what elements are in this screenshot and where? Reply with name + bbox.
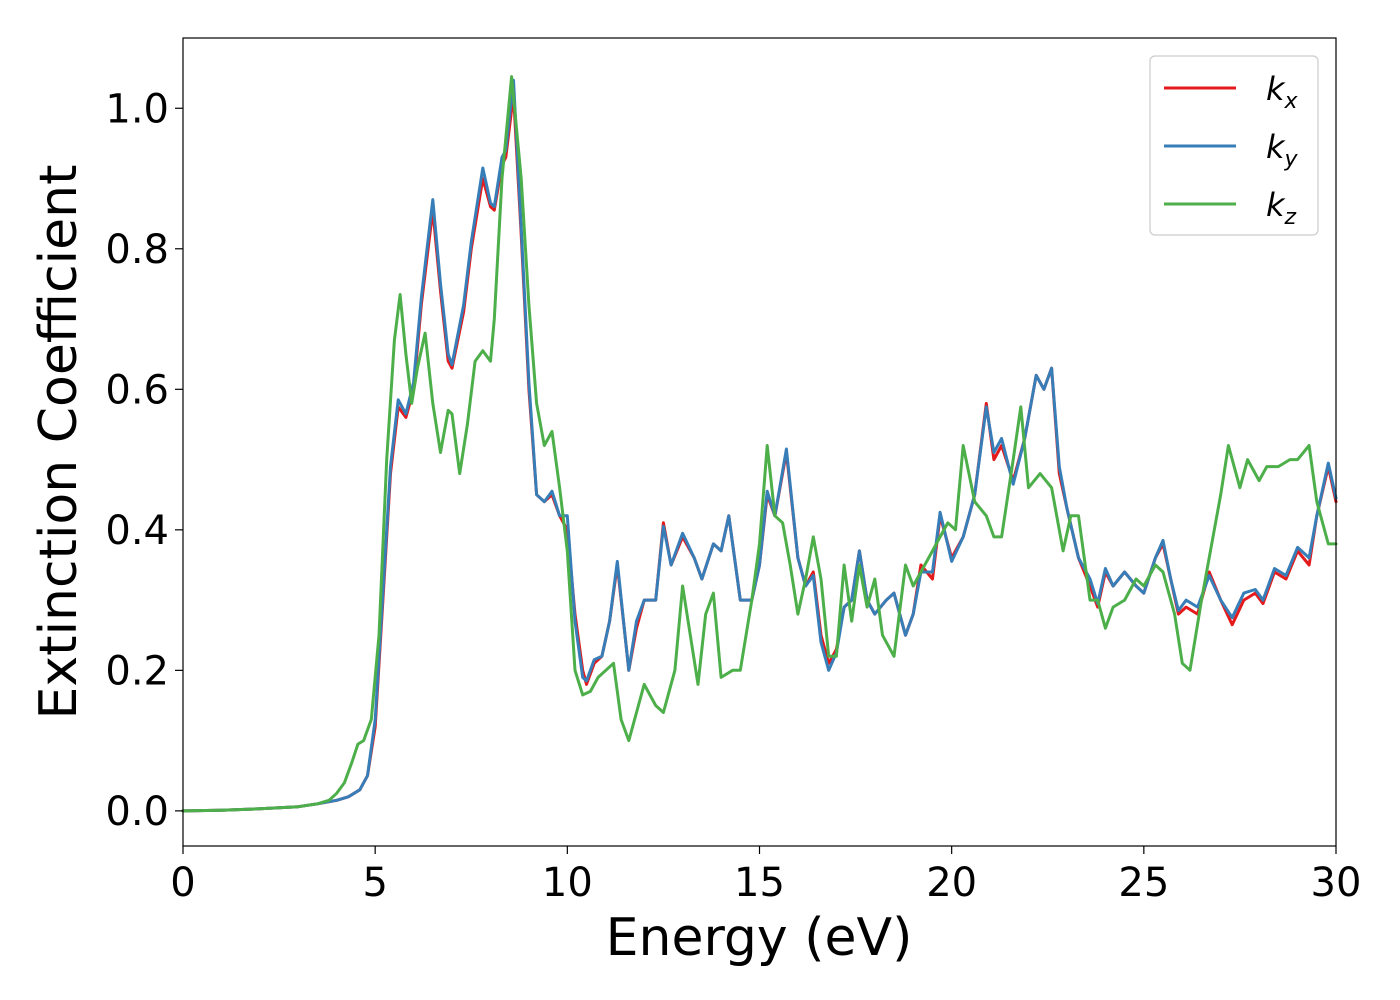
series-line-z: [181, 75, 1338, 813]
x-axis-title: Energy (eV): [606, 908, 913, 968]
y-tick-label: 0.2: [105, 648, 169, 694]
y-axis: 0.0 0.2 0.4 0.6 0.8 1.0: [105, 86, 183, 835]
y-tick-label: 0.4: [105, 508, 169, 554]
series-layer: [181, 75, 1338, 813]
legend-subscript: z: [1284, 205, 1297, 230]
legend-subscript: x: [1284, 89, 1299, 114]
y-tick-label: 1.0: [105, 86, 169, 132]
x-tick-label: 0: [170, 860, 195, 906]
x-axis: 0 5 10 15 20 25 30: [170, 846, 1361, 906]
x-tick-label: 30: [1311, 860, 1362, 906]
y-axis-title: Extinction Coefficient: [29, 165, 89, 720]
x-tick-label: 10: [542, 860, 593, 906]
legend-subscript: y: [1284, 147, 1299, 172]
y-tick-label: 0.0: [105, 789, 169, 835]
x-tick-label: 15: [734, 860, 785, 906]
y-tick-label: 0.8: [105, 227, 169, 273]
x-tick-label: 5: [362, 860, 387, 906]
x-tick-label: 25: [1118, 860, 1169, 906]
x-tick-label: 20: [926, 860, 977, 906]
y-tick-label: 0.6: [105, 367, 169, 413]
